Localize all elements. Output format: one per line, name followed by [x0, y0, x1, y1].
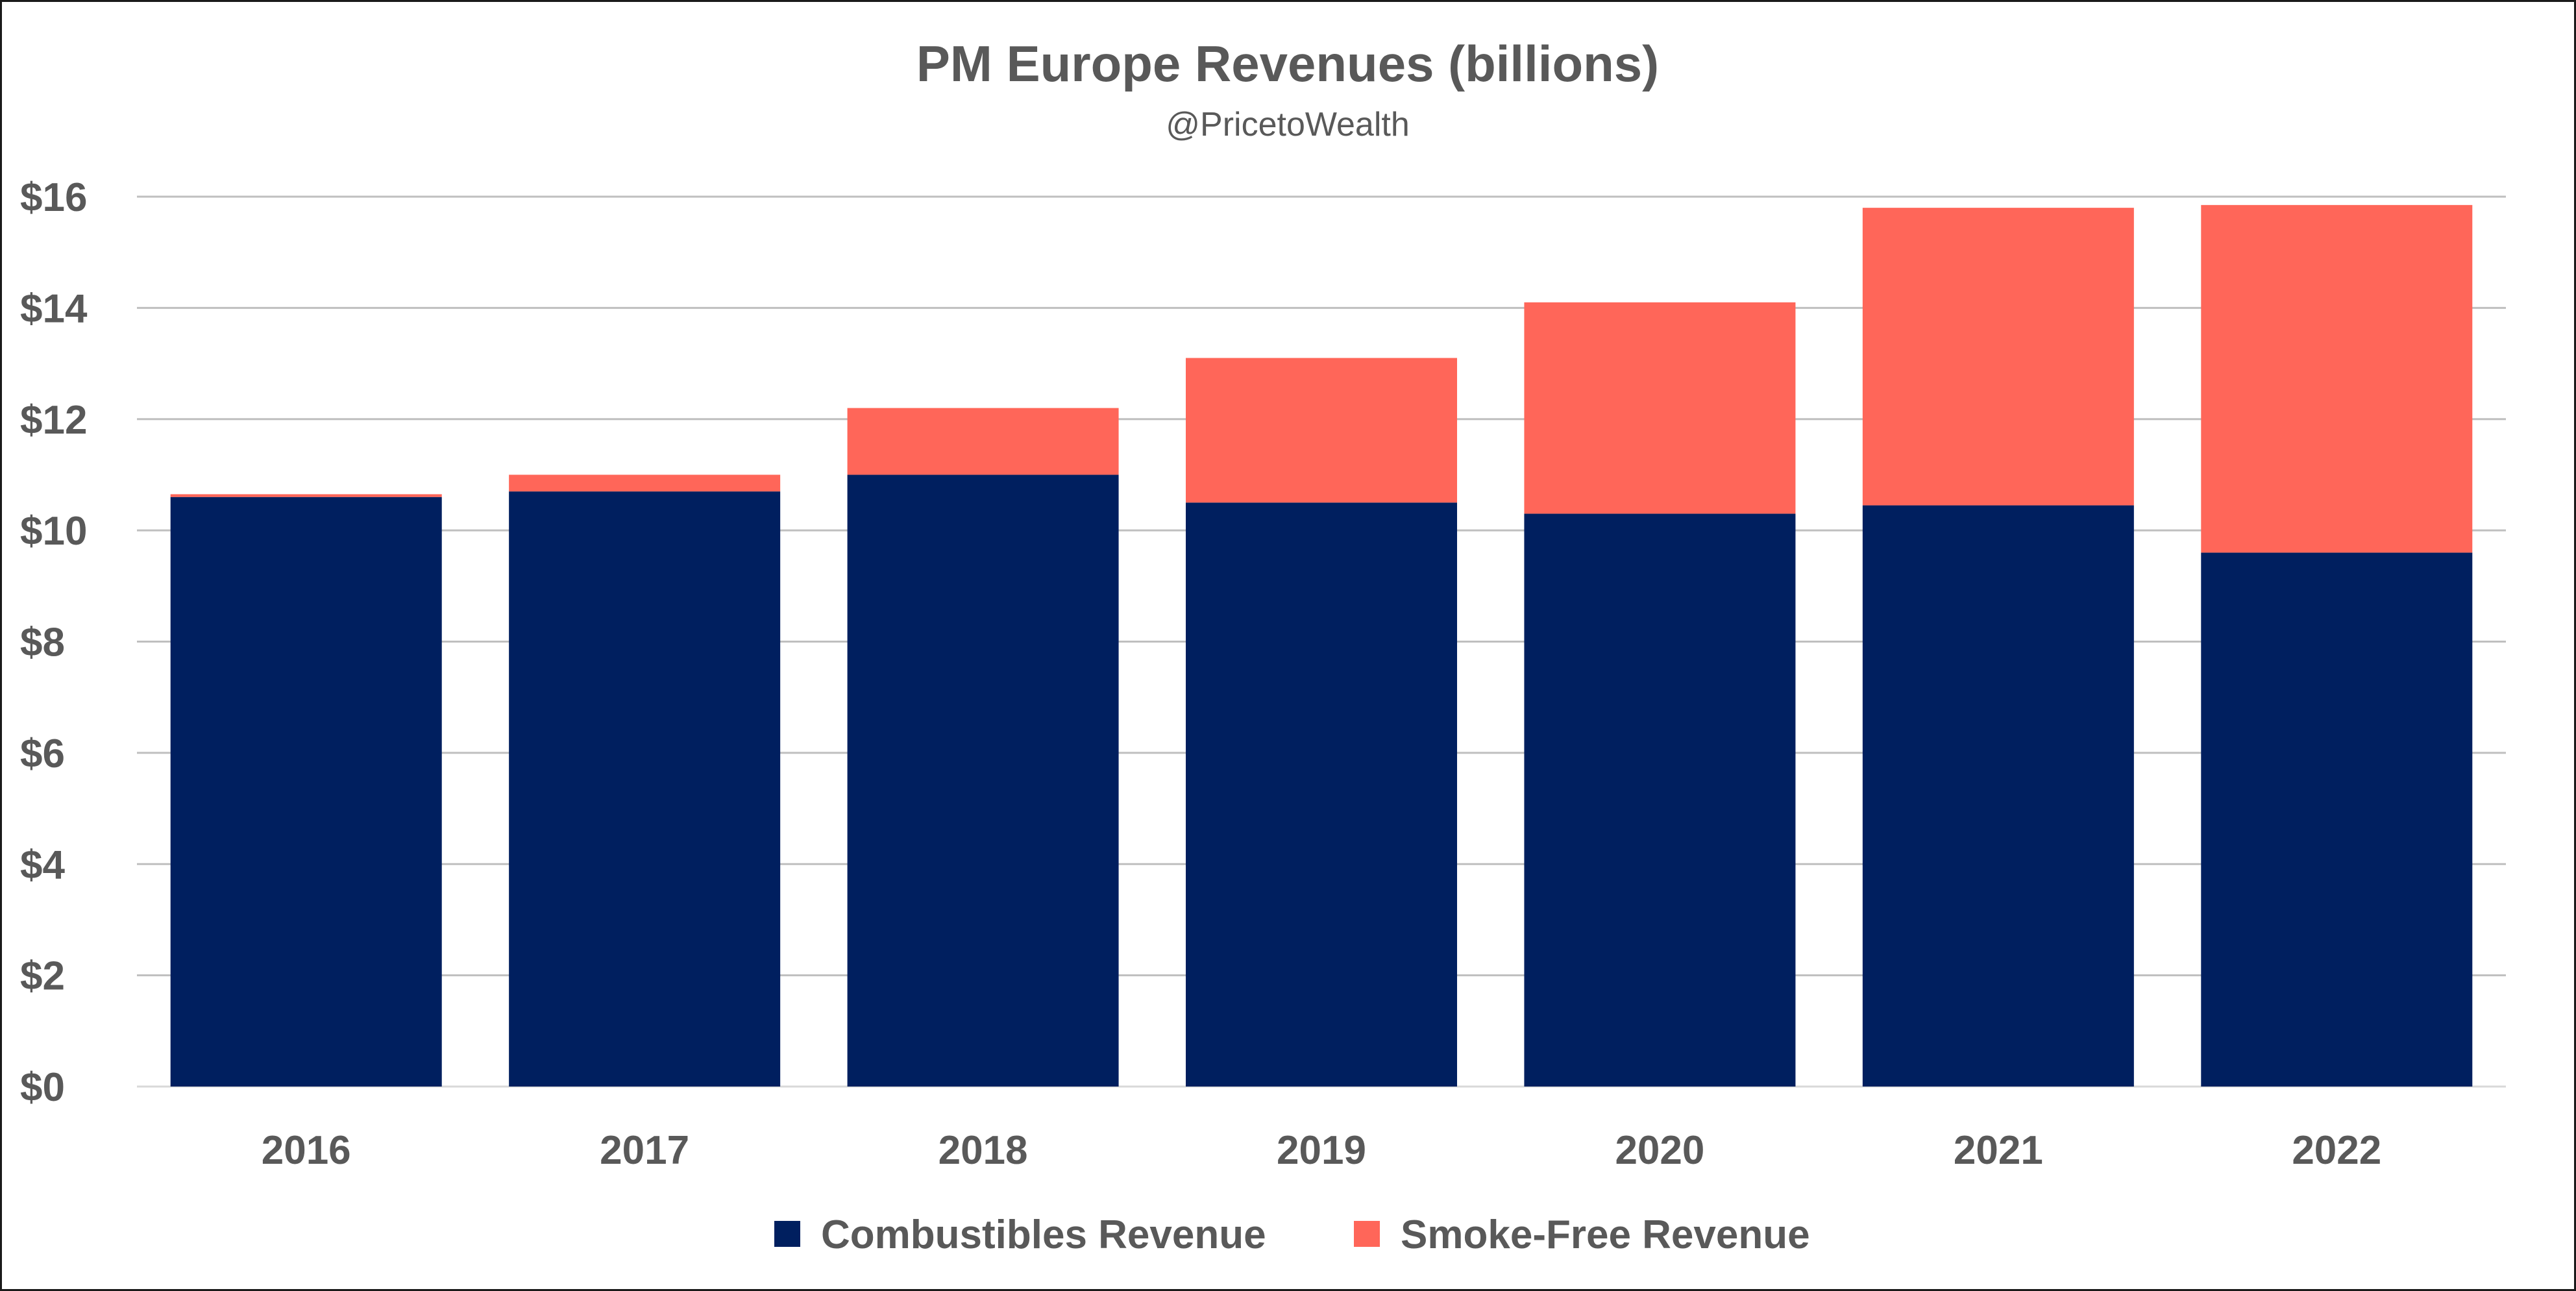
bar-smoke-free-2017 — [509, 474, 781, 492]
y-axis-tick-labels: $0 $2 $4 $6 $8 $10 $12 $14 $16 — [20, 175, 88, 1110]
bar-smoke-free-2022 — [2201, 204, 2473, 553]
bars — [170, 204, 2473, 1087]
bar-smoke-free-2019 — [1186, 358, 1457, 503]
bar-combustibles-2018 — [847, 474, 1119, 1087]
bar-smoke-free-2016 — [170, 494, 442, 497]
bar-combustibles-2022 — [2201, 552, 2473, 1087]
y-tick-label: $14 — [20, 286, 88, 331]
y-tick-label: $0 — [20, 1065, 65, 1110]
legend-label-combustibles: Combustibles Revenue — [821, 1212, 1266, 1257]
bar-combustibles-2019 — [1186, 502, 1457, 1087]
x-tick-label: 2016 — [262, 1128, 351, 1173]
bar-smoke-free-2020 — [1524, 302, 1796, 514]
x-tick-label: 2017 — [600, 1128, 689, 1173]
x-tick-label: 2020 — [1615, 1128, 1704, 1173]
bar-combustibles-2020 — [1524, 513, 1796, 1087]
x-tick-label: 2019 — [1277, 1128, 1366, 1173]
x-tick-label: 2021 — [1954, 1128, 2043, 1173]
bar-combustibles-2021 — [1862, 505, 2134, 1087]
bar-smoke-free-2018 — [847, 408, 1119, 475]
bar-smoke-free-2021 — [1862, 208, 2134, 506]
y-tick-label: $16 — [20, 175, 87, 220]
y-tick-label: $6 — [20, 732, 65, 776]
y-tick-label: $8 — [20, 621, 65, 665]
chart-title: PM Europe Revenues (billions) — [916, 35, 1659, 92]
bar-combustibles-2017 — [509, 491, 781, 1087]
legend-swatch-combustibles — [774, 1221, 800, 1247]
legend-swatch-smoke-free — [1354, 1221, 1380, 1247]
x-axis-tick-labels: 2016 2017 2018 2019 2020 2021 2022 — [262, 1128, 2382, 1173]
bar-combustibles-2016 — [170, 497, 442, 1087]
y-tick-label: $10 — [20, 509, 87, 554]
y-tick-label: $4 — [20, 842, 65, 887]
legend: Combustibles Revenue Smoke-Free Revenue — [774, 1212, 1810, 1257]
legend-label-smoke-free: Smoke-Free Revenue — [1401, 1212, 1810, 1257]
chart-subtitle: @PricetoWealth — [1166, 106, 1410, 143]
x-tick-label: 2022 — [2292, 1128, 2381, 1173]
y-tick-label: $12 — [20, 398, 87, 443]
y-tick-label: $2 — [20, 954, 65, 999]
x-tick-label: 2018 — [938, 1128, 1028, 1173]
